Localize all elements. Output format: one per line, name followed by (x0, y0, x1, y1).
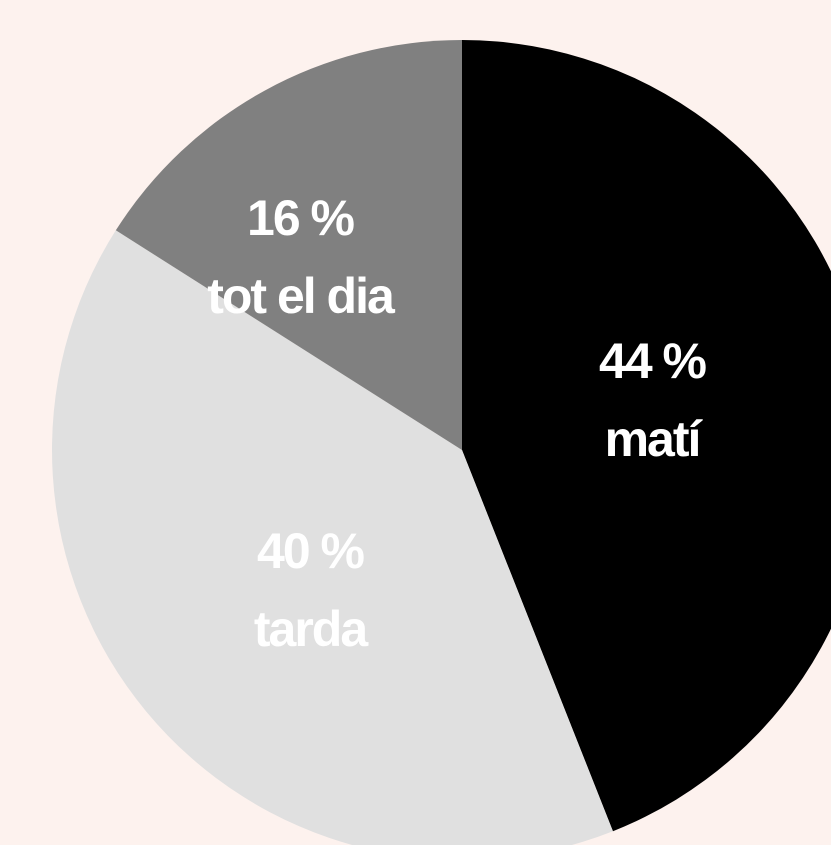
pie-slice (52, 230, 613, 845)
value-label: 40 % (257, 523, 365, 579)
category-label: matí (605, 411, 704, 467)
category-label: tarda (254, 601, 369, 657)
value-label: 16 % (247, 190, 355, 246)
pie-slice (462, 40, 831, 832)
category-label: tot el dia (207, 268, 396, 324)
value-label: 44 % (599, 333, 707, 389)
pie-slice (115, 40, 462, 450)
